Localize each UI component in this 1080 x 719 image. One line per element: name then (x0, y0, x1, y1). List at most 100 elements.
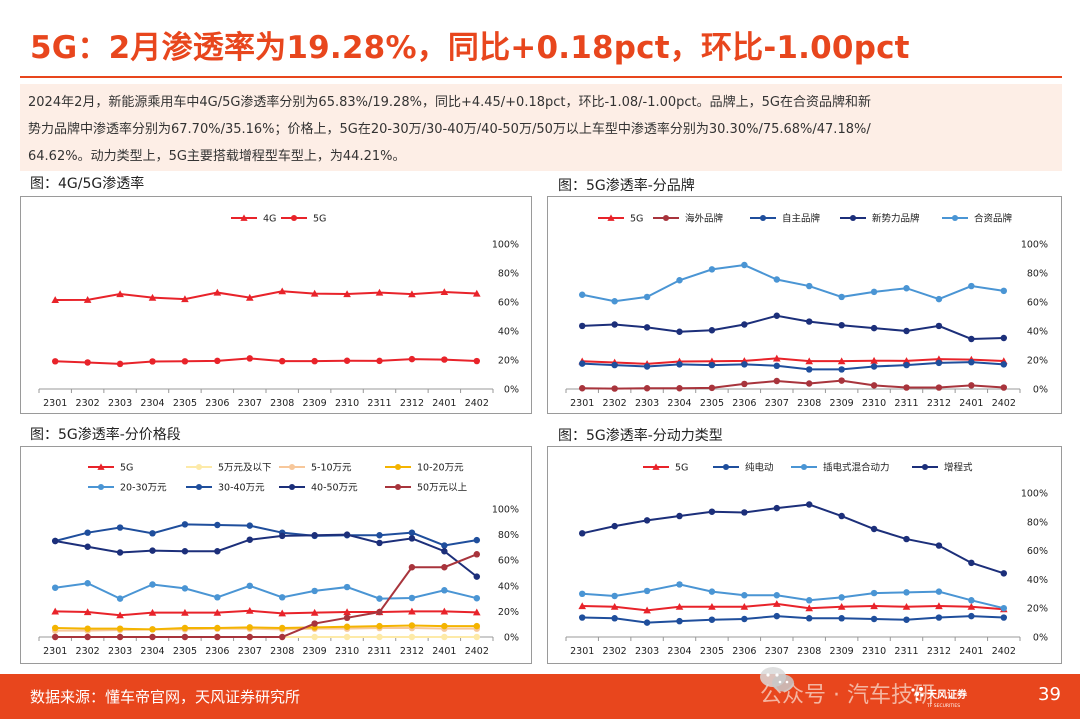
data-point-30-40万元 (376, 532, 383, 539)
data-point-20-30万元 (311, 587, 318, 595)
x-tick-label: 2309 (303, 398, 327, 409)
legend-item-4G: 4G (231, 214, 276, 225)
data-point-合资品牌 (741, 261, 748, 269)
x-tick-label: 2312 (927, 646, 951, 657)
data-point-5G (935, 602, 943, 610)
legend-item-新势力品牌: 新势力品牌 (840, 213, 920, 225)
data-point-5G (805, 604, 814, 612)
data-point-新势力品牌 (578, 322, 586, 330)
data-point-40-50万元 (343, 531, 351, 538)
y-tick-label: 80% (498, 269, 519, 280)
summary-line: 2024年2月，新能源乘用车中4G/5G渗透率分别为65.83%/19.28%，… (28, 95, 871, 110)
data-point-自主品牌 (611, 361, 618, 369)
data-point-5G (772, 600, 781, 607)
data-point-增程式 (708, 508, 716, 515)
data-point-30-40万元 (408, 529, 416, 536)
data-point-10-20万元 (51, 624, 59, 632)
x-tick-label: 2306 (732, 398, 756, 409)
data-point-合资品牌 (643, 293, 651, 301)
data-point-新势力品牌 (676, 328, 683, 335)
data-point-纯电动 (676, 617, 683, 625)
legend-item-5万元及以下: 5万元及以下 (186, 463, 272, 474)
data-point-5G (902, 602, 911, 610)
data-point-自主品牌 (1000, 361, 1008, 368)
data-point-5G (408, 355, 416, 363)
data-point-5G (278, 609, 287, 617)
data-point-5G (83, 608, 92, 616)
x-tick-label: 2304 (140, 398, 164, 409)
x-tick-label: 2301 (570, 646, 594, 657)
data-point-插电式混合动力 (578, 590, 586, 598)
data-point-5G (473, 357, 481, 365)
data-point-20-30万元 (278, 594, 286, 601)
data-point-5G (181, 358, 189, 365)
data-point-50万元以上 (441, 564, 448, 571)
y-tick-label: 0% (1033, 633, 1048, 644)
chart-title-brand: 图：5G渗透率-分品牌 (558, 178, 695, 194)
x-tick-label: 2309 (303, 646, 327, 657)
series-line-海外品牌 (582, 379, 1004, 390)
data-point-插电式混合动力 (968, 597, 975, 604)
data-point-新势力品牌 (611, 321, 618, 328)
data-point-自主品牌 (870, 363, 878, 370)
data-point-4G (343, 290, 351, 298)
series-5G (578, 600, 1008, 614)
legend-symbol-marker (240, 214, 248, 221)
legend-symbol-marker (652, 463, 660, 470)
data-point-10-20万元 (214, 624, 221, 632)
x-tick-label: 2302 (603, 398, 627, 409)
data-point-纯电动 (708, 616, 716, 623)
x-tick-label: 2401 (432, 646, 456, 657)
x-tick-label: 2310 (862, 398, 886, 409)
data-point-海外品牌 (838, 377, 845, 384)
summary-line: 势力品牌中渗透率分别为67.70%/35.16%；价格上，5G在20-30万/3… (28, 122, 871, 137)
data-point-增程式 (935, 542, 943, 549)
series-50万元以上 (51, 551, 481, 641)
data-point-合资品牌 (708, 266, 716, 273)
x-tick-label: 2310 (335, 398, 359, 409)
data-point-海外品牌 (968, 382, 975, 389)
data-point-20-30万元 (181, 585, 189, 592)
y-tick-label: 40% (1027, 327, 1048, 338)
footer-source: 数据来源：懂车帝官网，天风证券研究所 (30, 688, 301, 706)
data-point-5G (245, 606, 254, 614)
data-point-5G (116, 360, 124, 368)
data-point-5万元及以下 (441, 633, 448, 641)
legend-item-30-40万元: 30-40万元 (186, 483, 265, 494)
data-point-新势力品牌 (805, 318, 813, 325)
data-point-新势力品牌 (838, 321, 845, 329)
data-point-合资品牌 (1000, 287, 1008, 295)
data-point-20-30万元 (214, 594, 221, 601)
series-line-5-10万元 (55, 627, 477, 632)
data-point-5G (675, 602, 684, 610)
x-tick-label: 2302 (603, 646, 627, 657)
y-tick-label: 60% (498, 298, 519, 309)
series-5G (578, 354, 1008, 367)
footer-bar: 数据来源：懂车帝官网，天风证券研究所 公众号 · 汽车技研 天风证券 TF SE… (0, 674, 1080, 719)
x-tick-label: 2402 (992, 646, 1016, 657)
series-line-增程式 (581, 503, 1005, 575)
data-point-10-20万元 (84, 625, 91, 632)
y-tick-label: 20% (498, 607, 519, 618)
data-point-5G (149, 358, 156, 365)
data-point-50万元以上 (408, 564, 416, 571)
data-point-20-30万元 (84, 580, 91, 587)
data-point-海外品牌 (643, 385, 651, 392)
x-tick-label: 2304 (667, 398, 691, 409)
data-point-50万元以上 (181, 633, 189, 641)
x-tick-label: 2402 (465, 646, 489, 657)
data-point-自主品牌 (676, 361, 683, 368)
legend-label: 30-40万元 (218, 483, 265, 494)
data-point-5G (278, 357, 286, 365)
chart-title-price: 图：5G渗透率-分价格段 (30, 427, 181, 443)
legend-symbol-marker (97, 483, 105, 491)
legend-item-10-20万元: 10-20万元 (385, 463, 464, 474)
x-tick-label: 2312 (927, 398, 951, 409)
data-point-20-30万元 (149, 581, 156, 588)
x-tick-label: 2312 (400, 646, 424, 657)
legend-symbol-marker (195, 463, 203, 471)
x-tick-label: 2311 (894, 646, 918, 657)
data-point-4G (51, 296, 60, 304)
data-point-合资品牌 (611, 298, 618, 305)
data-point-10-20万元 (408, 622, 416, 629)
